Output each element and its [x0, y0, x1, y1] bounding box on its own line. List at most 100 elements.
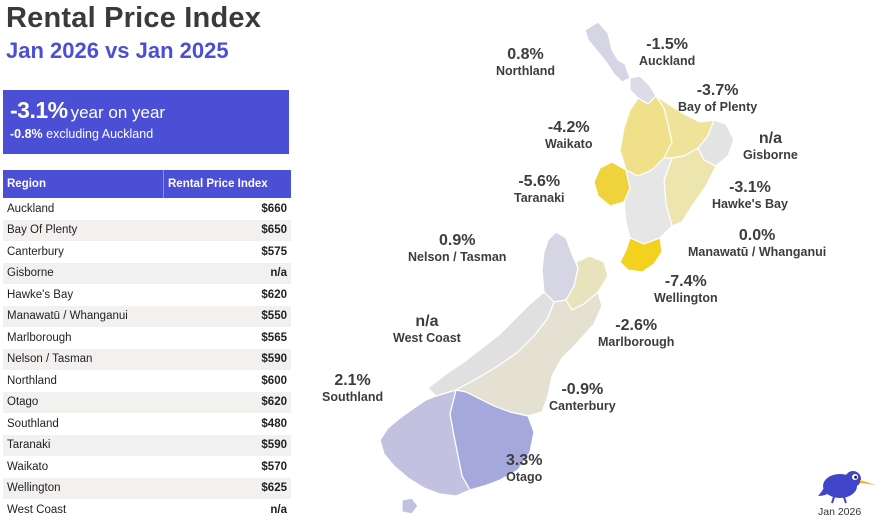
southland-change: 2.1% [334, 372, 371, 389]
table-row[interactable]: Nelson / Tasman $590 [3, 348, 291, 370]
table-row[interactable]: Hawke's Bay $620 [3, 284, 291, 306]
map-label-otago: 3.3% Otago [506, 452, 542, 484]
nelson-tasman-name: Nelson / Tasman [408, 250, 507, 264]
table-row[interactable]: Taranaki $590 [3, 434, 291, 456]
table-row[interactable]: Wellington $625 [3, 477, 291, 499]
gisborne-name: Gisborne [743, 148, 798, 162]
rpi-value-cell: $620 [261, 288, 287, 301]
kpi-main-line: -3.1% year on year [10, 97, 289, 124]
wellington-change: -7.4% [664, 273, 707, 290]
column-header-rpi[interactable]: Rental Price Index [163, 170, 291, 198]
rpi-value-cell: $590 [163, 348, 291, 370]
rpi-value-cell: n/a [270, 503, 287, 516]
region-cell: Canterbury [7, 245, 64, 258]
waikato-name: Waikato [545, 137, 593, 151]
manawatu-change: 0.0% [738, 227, 776, 244]
northland-change: 0.8% [507, 46, 544, 63]
wellington-name: Wellington [654, 291, 718, 305]
region-southland[interactable] [379, 389, 471, 497]
kpi-sub-line: -0.8% excluding Auckland [10, 127, 289, 141]
marlborough-name: Marlborough [598, 335, 675, 349]
waikato-change: -4.2% [547, 119, 590, 136]
table-row[interactable]: Auckland $660 [3, 198, 291, 220]
region-canterbury[interactable] [455, 291, 603, 417]
table-header-row: Region Rental Price Index [3, 170, 291, 198]
page-title: Rental Price Index [6, 2, 262, 34]
rpi-value-cell: $570 [261, 460, 287, 473]
region-cell: Marlborough [7, 331, 72, 344]
manawatu-name: Manawatū / Whanganui [688, 245, 827, 259]
table-row[interactable]: West Coast n/a [3, 499, 291, 521]
map-label-manawatu: 0.0% Manawatū / Whanganui [688, 227, 826, 259]
rpi-value-cell: $575 [261, 245, 287, 258]
map-label-marlborough: -2.6% Marlborough [598, 317, 674, 349]
hawkes-bay-change: -3.1% [729, 179, 771, 196]
otago-name: Otago [506, 470, 543, 484]
rpi-value-cell: $590 [163, 434, 291, 456]
region-cell: Taranaki [3, 434, 164, 456]
taranaki-change: -5.6% [518, 173, 561, 190]
region-cell: Auckland [7, 202, 55, 215]
rpi-value-cell: n/a [163, 262, 291, 284]
rpi-value-cell: $660 [261, 202, 287, 215]
map-label-west-coast: n/a West Coast [393, 313, 461, 345]
rpi-value-cell: $600 [261, 374, 287, 387]
region-manawatu[interactable] [623, 157, 673, 245]
map-label-northland: 0.8% Northland [496, 46, 555, 78]
gisborne-change: n/a [758, 130, 782, 147]
region-cell: Wellington [3, 477, 164, 499]
table-row[interactable]: Marlborough $565 [3, 327, 291, 349]
rpi-value-cell: $650 [163, 219, 291, 241]
southland-name: Southland [322, 390, 384, 404]
table-row[interactable]: Canterbury $575 [3, 241, 291, 263]
marlborough-change: -2.6% [615, 317, 658, 334]
map-label-waikato: -4.2% Waikato [545, 119, 592, 151]
northland-name: Northland [496, 64, 556, 78]
map-label-taranaki: -5.6% Taranaki [514, 173, 565, 205]
auckland-name: Auckland [639, 54, 696, 68]
region-wellington[interactable] [619, 237, 663, 273]
region-stewart-island[interactable] [401, 497, 419, 515]
rpi-value-cell: $480 [261, 417, 287, 430]
kpi-card: -3.1% year on year -0.8% excluding Auckla… [3, 90, 289, 154]
bay-of-plenty-name: Bay of Plenty [678, 100, 758, 114]
map-label-bay-of-plenty: -3.7% Bay of Plenty [678, 82, 757, 114]
rpi-value-cell: $620 [163, 391, 291, 413]
table-row[interactable]: Northland $600 [3, 370, 291, 392]
nelson-tasman-change: 0.9% [438, 232, 476, 249]
region-cell: Manawatū / Whanganui [3, 305, 164, 327]
column-header-region[interactable]: Region [3, 170, 164, 198]
map-label-gisborne: n/a Gisborne [743, 130, 798, 162]
region-northland[interactable] [584, 21, 631, 83]
auckland-change: -1.5% [646, 36, 689, 53]
table-row[interactable]: Gisborne n/a [3, 262, 291, 284]
region-cell: Bay Of Plenty [3, 219, 164, 241]
kiwi-bird-logo [818, 471, 876, 504]
region-cell: Northland [7, 374, 57, 387]
west-coast-name: West Coast [393, 331, 461, 345]
rpi-value-cell: $565 [261, 331, 287, 344]
west-coast-change: n/a [415, 313, 439, 330]
table-body: Auckland $660 Bay Of Plenty $650 Canterbury $… [3, 198, 291, 521]
table-row[interactable]: Southland $480 [3, 413, 291, 435]
canterbury-change: -0.9% [561, 381, 604, 398]
region-cell: Gisborne [3, 262, 164, 284]
otago-change: 3.3% [506, 452, 543, 469]
region-cell: West Coast [7, 503, 67, 516]
kpi-ex-label: excluding Auckland [46, 127, 154, 141]
region-cell: Otago [3, 391, 164, 413]
table-row[interactable]: Waikato $570 [3, 456, 291, 478]
rental-price-table: Region Rental Price Index Auckland $660 Ba… [3, 170, 291, 521]
region-cell: Hawke's Bay [7, 288, 74, 301]
map-label-wellington: -7.4% Wellington [654, 273, 718, 305]
rpi-value-cell: $625 [163, 477, 291, 499]
bay-of-plenty-change: -3.7% [696, 82, 739, 99]
table-row[interactable]: Otago $620 [3, 391, 291, 413]
region-cell: Nelson / Tasman [3, 348, 164, 370]
table-row[interactable]: Manawatū / Whanganui $550 [3, 305, 291, 327]
kpi-ex-value: -0.8% [10, 127, 43, 141]
rpi-value-cell: $550 [163, 305, 291, 327]
map-label-canterbury: -0.9% Canterbury [549, 381, 616, 413]
page-subtitle: Jan 2026 vs Jan 2025 [6, 38, 229, 63]
table-row[interactable]: Bay Of Plenty $650 [3, 219, 291, 241]
